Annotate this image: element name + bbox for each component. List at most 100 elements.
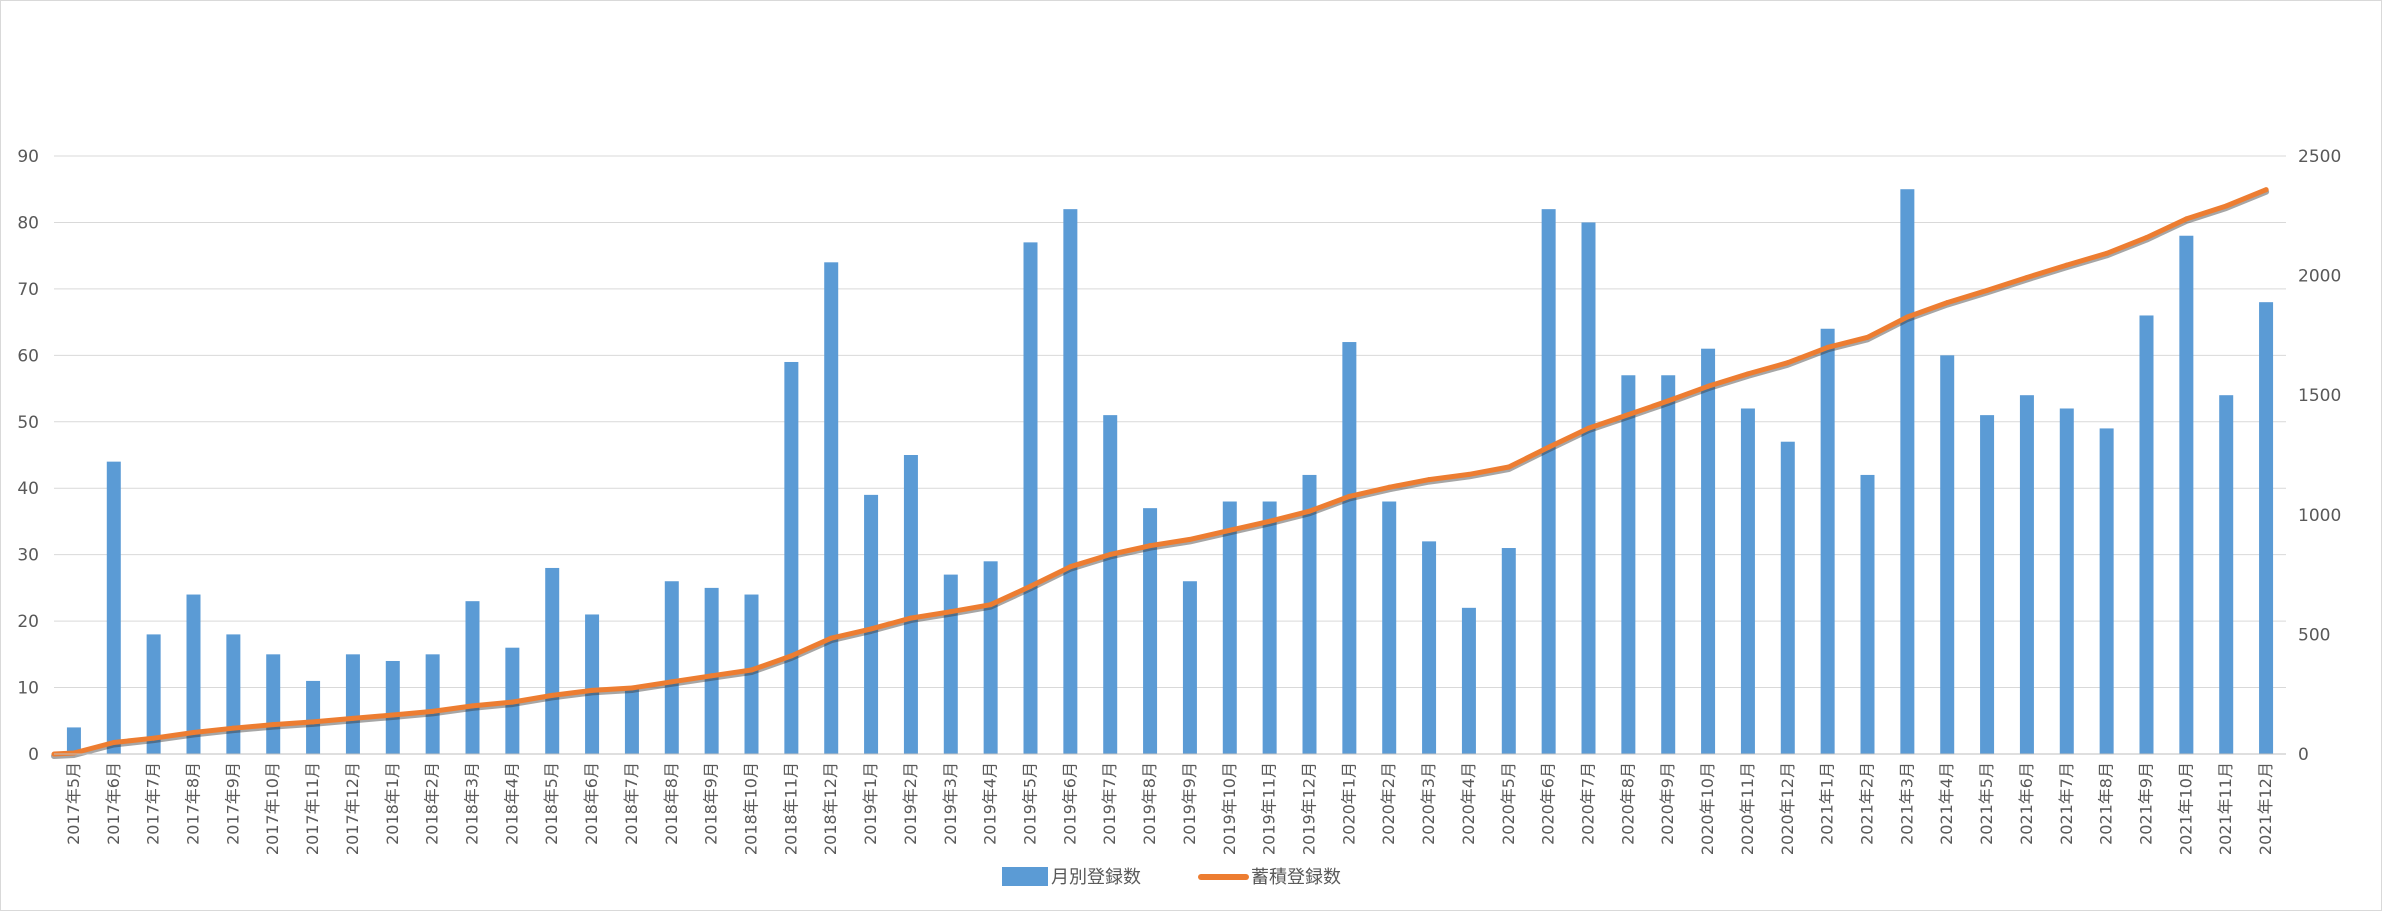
bar [425,654,440,754]
bar [943,574,958,754]
x-tick-label: 2021年7月 [2057,762,2076,845]
bar [306,680,321,754]
x-tick-label: 2017年6月 [104,762,123,845]
x-tick-label: 2019年11月 [1260,762,1279,855]
line-point [1147,543,1153,549]
bar [1581,222,1596,754]
bar [704,587,719,754]
bar [385,660,400,754]
line-point [1506,464,1512,470]
line-point [788,653,794,659]
bar [1740,408,1755,754]
line-point [1426,477,1432,483]
x-tick-label: 2019年1月 [861,762,880,845]
x-tick-label: 2018年9月 [702,762,721,845]
bar [1302,474,1317,754]
line-point [2223,203,2229,209]
line-point [1227,527,1233,533]
line-point [1825,344,1831,350]
x-tick-label: 2017年7月 [144,762,163,845]
bar [1222,501,1237,754]
bar [66,727,81,754]
line-point [1785,360,1791,366]
bar [186,594,201,754]
x-tick-label: 2020年6月 [1539,762,1558,845]
line-point [549,692,555,698]
bar-series [66,189,2274,755]
x-tick-label: 2021年11月 [2216,762,2235,855]
line-point [1665,398,1671,404]
line-point [1267,518,1273,524]
y-left-tick-label: 50 [17,413,39,433]
y-right-tick-label: 0 [2298,745,2309,765]
line-point [629,685,635,691]
x-tick-label: 2019年4月 [981,762,1000,845]
x-tick-label: 2021年5月 [1977,762,1996,845]
x-tick-label: 2020年8月 [1618,762,1637,845]
x-tick-label: 2018年3月 [463,762,482,845]
x-tick-label: 2018年12月 [821,762,840,855]
x-tick-label: 2019年5月 [1021,762,1040,845]
line-point [470,703,475,709]
line-point [749,667,754,673]
y-axis-right: 0 500 1000 1500 2000 2500 [2298,147,2341,765]
bar [545,567,560,754]
x-tick-label: 2019年3月 [941,762,960,845]
line-point [1586,425,1591,431]
line-point [669,679,675,685]
bar [744,594,759,754]
x-tick-label: 2018年8月 [662,762,681,845]
line-point [310,719,316,725]
bar [1900,189,1915,754]
x-tick-label: 2018年10月 [742,762,761,855]
line-point [1984,287,1990,293]
line-point [2064,262,2070,268]
line-point [868,626,874,632]
x-tick-label: 2018年2月 [423,762,442,845]
bar [2259,302,2274,754]
bar [146,634,161,754]
bar [983,561,998,754]
line-point [908,615,914,621]
bar [1940,355,1955,754]
bar [1262,501,1277,754]
bar [1701,348,1716,754]
line-point [151,735,157,741]
line-point [2024,275,2030,281]
bar [2139,315,2154,754]
legend-item-bar: 月別登録数 [1002,867,1141,888]
x-tick-label: 2018年4月 [502,762,521,845]
bar [1621,375,1636,754]
line-point [988,602,994,608]
x-tick-label: 2020年4月 [1459,762,1478,845]
bar [624,687,639,754]
bar [824,262,839,754]
bar [2099,428,2114,754]
bar [1980,415,1995,754]
line-point [230,725,236,731]
x-tick-label: 2017年12月 [343,762,362,855]
y-left-tick-label: 40 [17,479,39,499]
x-tick-label: 2017年10月 [263,762,282,855]
bar [1780,441,1795,754]
line-point [71,750,77,756]
line-point [1705,383,1711,389]
bar [1461,607,1476,754]
line-point [1307,508,1312,514]
bar [1661,375,1676,754]
line-point [1346,493,1352,499]
x-tick-label: 2020年7月 [1579,762,1598,845]
x-tick-label: 2020年1月 [1339,762,1358,845]
bar [664,581,679,754]
line-point [1028,583,1033,589]
y-right-tick-label: 1000 [2298,506,2341,526]
bar [226,634,241,754]
bar [1182,581,1197,754]
x-tick-label: 2020年10月 [1698,762,1717,855]
legend-label-line: 蓄積登録数 [1251,867,1341,888]
bar [1342,342,1357,754]
line-point [2144,235,2149,241]
x-tick-label: 2017年11月 [303,762,322,855]
y-left-tick-label: 90 [17,147,39,167]
